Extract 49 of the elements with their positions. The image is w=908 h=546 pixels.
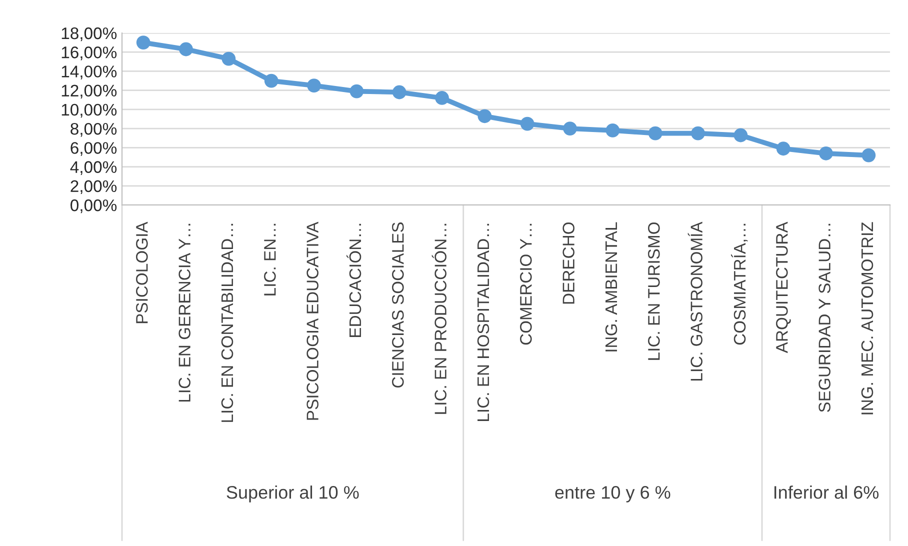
x-tick-label: CIENCIAS SOCIALES xyxy=(392,222,404,388)
y-tick-label: 0,00% xyxy=(70,199,117,214)
x-tick-label: ING. AMBIENTAL xyxy=(605,222,618,352)
x-tick-label: ING. MEC. AUTOMOTRIZ xyxy=(861,222,874,414)
point xyxy=(691,126,705,140)
x-tick-label: LIC. EN TURISMO xyxy=(648,222,660,360)
x-tick-label: COSMIATRÍA,… xyxy=(731,224,748,345)
point xyxy=(648,126,662,140)
point xyxy=(862,148,876,162)
y-tick-label: 6,00% xyxy=(70,142,117,156)
point xyxy=(350,84,364,98)
y-tick-label: 10,00% xyxy=(62,104,117,118)
x-tick-label: LIC. EN CONTABILIDAD… xyxy=(221,224,234,422)
text: Inferior al 6% xyxy=(774,486,879,499)
x-tick-label: PSICOLOGIA EDUCATIVA xyxy=(306,222,318,420)
x-tick-label: COMERCIO Y… xyxy=(520,224,532,345)
y-tick-label: 18,00% xyxy=(62,27,117,42)
x-tick-label: SEGURIDAD Y SALUD… xyxy=(818,224,830,412)
x-tick-label: LIC. EN HOSPITALIDAD… xyxy=(477,224,490,421)
point xyxy=(606,124,620,138)
y-tick-label: 14,00% xyxy=(62,66,117,80)
x-tick-label: LIC. EN PRODUCCIÓN… xyxy=(432,224,446,414)
y-tick-label: 8,00% xyxy=(70,122,117,137)
point xyxy=(734,128,748,142)
point xyxy=(222,52,236,66)
point xyxy=(179,42,193,56)
x-tick-label: LIC. EN GERENCIA Y… xyxy=(178,224,190,402)
y-tick-label: 4,00% xyxy=(70,161,117,175)
point xyxy=(392,85,406,100)
y-tick-label: 12,00% xyxy=(62,84,117,99)
x-tick-label: LIC. GASTRONOMÍA xyxy=(688,222,702,381)
y-tick-label: 16,00% xyxy=(62,46,117,60)
point xyxy=(136,36,150,50)
point xyxy=(520,116,534,131)
x-tick-label: LIC. EN… xyxy=(264,224,276,296)
point xyxy=(819,146,833,160)
y-tick-label: 2,00% xyxy=(70,180,117,194)
text: entre 10 y 6 % xyxy=(555,486,670,502)
x-tick-label: DERECHO xyxy=(562,222,574,304)
point xyxy=(563,122,577,136)
point xyxy=(776,142,790,156)
text: Superior al 10 % xyxy=(226,486,359,502)
point xyxy=(435,91,449,105)
point xyxy=(478,109,492,124)
point xyxy=(264,74,278,88)
x-tick-label: ARQUITECTURA xyxy=(776,222,791,354)
x-tick-label: PSICOLOGIA xyxy=(136,222,148,324)
point xyxy=(307,78,321,92)
x-tick-label: EDUCACIÓN… xyxy=(346,224,362,337)
